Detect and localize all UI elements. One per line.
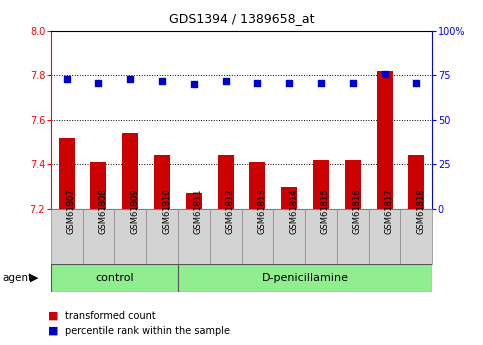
Point (317, 80, 325, 85)
Bar (305, 209, 337, 264)
Bar (242, 209, 273, 264)
Bar (51, 264, 178, 292)
Bar (146, 209, 178, 264)
Bar (281, 187, 297, 209)
Bar (51, 209, 83, 264)
Point (349, 80, 356, 85)
Point (63, 76, 71, 82)
Text: GDS1394 / 1389658_at: GDS1394 / 1389658_at (169, 12, 314, 25)
Bar (337, 209, 369, 264)
Bar (313, 160, 329, 209)
Point (381, 71, 388, 77)
Bar (400, 209, 432, 264)
Bar (178, 209, 210, 264)
Text: GSM61817: GSM61817 (384, 189, 394, 234)
Bar (154, 155, 170, 209)
Point (127, 76, 134, 82)
Bar (249, 162, 265, 209)
Text: GSM61813: GSM61813 (257, 189, 267, 234)
Bar (186, 193, 202, 209)
Text: GSM61812: GSM61812 (226, 189, 235, 234)
Text: GSM61811: GSM61811 (194, 189, 203, 234)
Bar (345, 160, 361, 209)
Text: GSM61816: GSM61816 (353, 189, 362, 234)
Text: transformed count: transformed count (65, 311, 156, 321)
Bar (122, 133, 138, 209)
Bar (377, 71, 393, 209)
Bar (409, 155, 425, 209)
Text: ▶: ▶ (30, 273, 39, 283)
Point (158, 78, 166, 83)
Text: GSM61807: GSM61807 (67, 189, 76, 234)
Point (95, 80, 102, 85)
Bar (83, 209, 114, 264)
Point (254, 80, 261, 85)
Text: GSM61810: GSM61810 (162, 189, 171, 234)
Text: GSM61815: GSM61815 (321, 189, 330, 234)
Text: ■: ■ (48, 326, 59, 335)
Point (222, 78, 229, 83)
Point (190, 82, 198, 87)
Bar (114, 209, 146, 264)
Text: GSM61809: GSM61809 (130, 189, 139, 234)
Bar (58, 138, 74, 209)
Bar (210, 209, 242, 264)
Bar (218, 155, 234, 209)
Text: GSM61814: GSM61814 (289, 189, 298, 234)
Text: GSM61818: GSM61818 (416, 189, 426, 234)
Point (412, 80, 420, 85)
Text: D-penicillamine: D-penicillamine (262, 273, 349, 283)
Text: agent: agent (2, 273, 32, 283)
Text: ■: ■ (48, 311, 59, 321)
Bar (90, 162, 106, 209)
Bar (178, 264, 432, 292)
Text: control: control (95, 273, 134, 283)
Point (285, 80, 293, 85)
Bar (369, 209, 400, 264)
Bar (273, 209, 305, 264)
Text: GSM61808: GSM61808 (99, 189, 107, 234)
Text: percentile rank within the sample: percentile rank within the sample (65, 326, 230, 335)
